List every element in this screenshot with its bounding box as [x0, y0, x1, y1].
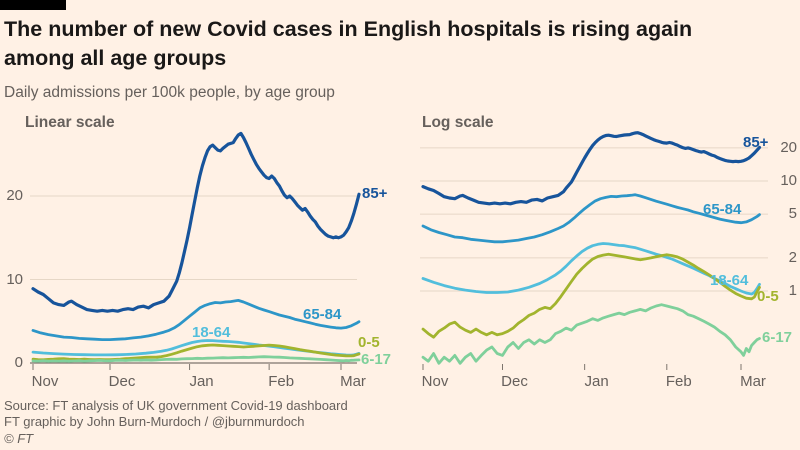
chart-subtitle: Daily admissions per 100k people, by age… — [4, 84, 335, 101]
log-line-0-5 — [421, 252, 761, 339]
log-line-18-64 — [421, 242, 761, 296]
copyright-note: © FT — [4, 431, 34, 446]
linear-line-6-17 — [31, 355, 361, 363]
source-note: Source: FT analysis of UK government Cov… — [4, 398, 348, 413]
log-line-65-84 — [421, 193, 761, 244]
page-title-line1: The number of new Covid cases in English… — [4, 17, 693, 41]
credit-note: FT graphic by John Burn-Murdoch / @jburn… — [4, 414, 305, 429]
page-title: The number of new Covid cases in English… — [4, 15, 784, 73]
log-line-85plus — [421, 131, 762, 206]
linear-line-85plus — [31, 131, 361, 313]
ft-header-bar — [0, 0, 66, 10]
page-title-line2: among all age groups — [4, 46, 227, 70]
linear-chart-title: Linear scale — [25, 114, 115, 131]
log-chart-title: Log scale — [422, 114, 494, 131]
log-line-6-17 — [421, 303, 761, 365]
linear-line-65-84 — [31, 298, 361, 342]
